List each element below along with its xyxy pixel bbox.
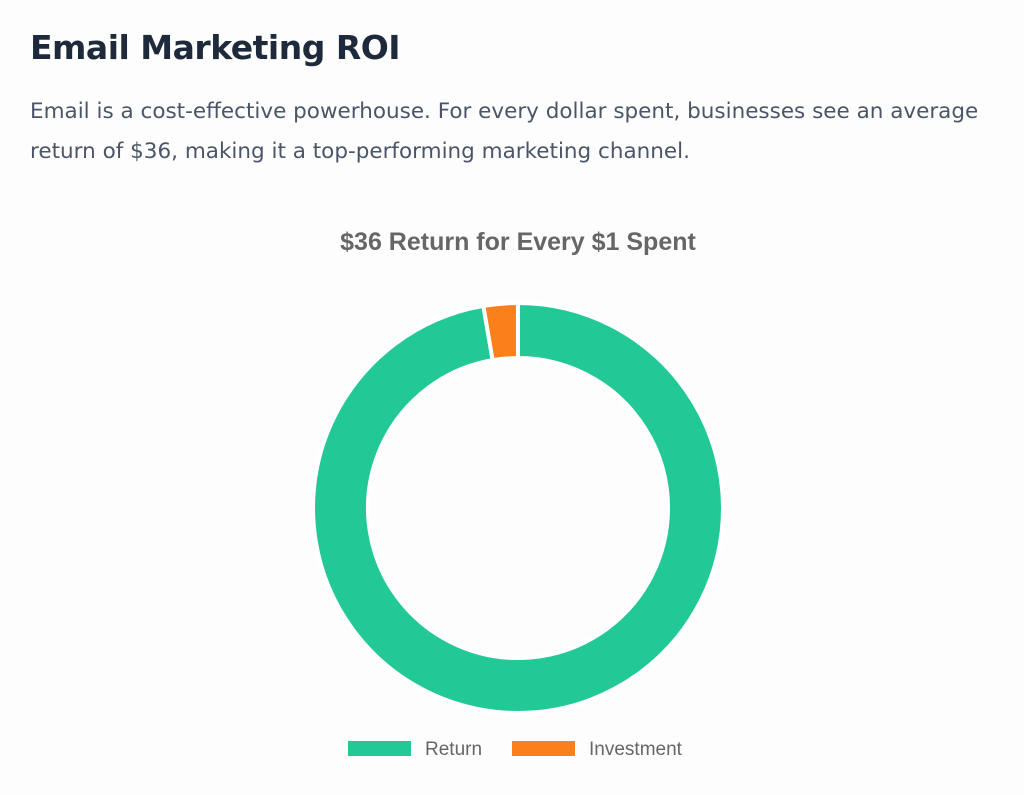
roi-doughnut-chart: $36 Return for Every $1 Spent Return Inve…	[311, 228, 725, 760]
legend-swatch-return	[348, 741, 411, 756]
legend-label-investment: Investment	[589, 739, 683, 760]
page-title: Email Marketing ROI	[30, 28, 401, 67]
chart-title: $36 Return for Every $1 Spent	[340, 228, 696, 256]
chart-slices	[311, 300, 725, 715]
page-description: Email is a cost-effective powerhouse. Fo…	[30, 99, 979, 164]
legend-swatch-investment	[512, 741, 575, 756]
slice-investment[interactable]	[481, 300, 520, 363]
legend-label-return: Return	[425, 739, 482, 760]
chart-legend: Return Investment	[348, 739, 683, 760]
legend-item-return[interactable]: Return	[348, 739, 482, 760]
legend-item-investment[interactable]: Investment	[512, 739, 683, 760]
slice-return[interactable]	[311, 300, 725, 715]
